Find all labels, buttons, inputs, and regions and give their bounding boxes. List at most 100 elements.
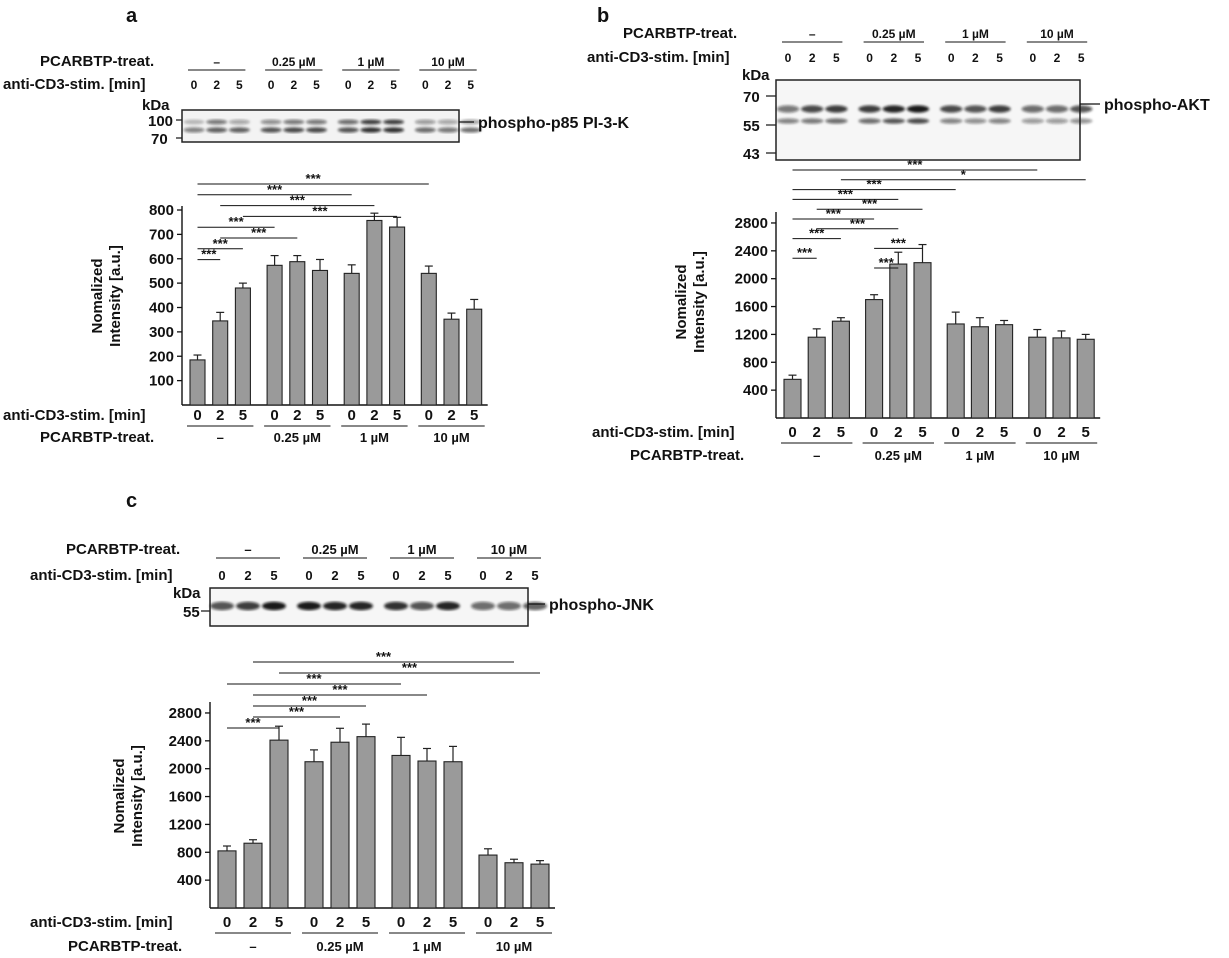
blot-group-label: 1 µM: [407, 542, 436, 557]
blot-lane-label: 5: [444, 568, 451, 583]
significance-label: ***: [251, 225, 267, 240]
bar: [243, 842, 263, 909]
y-tick-label: 1600: [169, 789, 202, 806]
significance-label: ***: [306, 671, 322, 686]
blot-lane-label: 2: [890, 51, 897, 65]
significance-label: ***: [289, 704, 305, 719]
panel-c-blot-stim-label: anti-CD3-stim. [min]: [30, 567, 173, 584]
x-tick-label: 5: [470, 407, 478, 424]
group-label: 0.25 µM: [875, 448, 922, 463]
panel-b-xaxis-stim-label: anti-CD3-stim. [min]: [592, 424, 735, 441]
blot-lane-label: 0: [1029, 51, 1036, 65]
bar: [311, 269, 329, 406]
bar: [831, 320, 850, 419]
y-tick-label: 2800: [169, 705, 202, 722]
panel-a-letter: a: [126, 5, 138, 27]
blot-band: [940, 118, 963, 124]
panel-b-marker-43: 43: [743, 146, 760, 163]
group-label: 10 µM: [433, 430, 469, 445]
x-tick-label: 0: [870, 424, 878, 441]
blot-group-label: 0.25 µM: [872, 27, 916, 41]
bar: [217, 850, 237, 909]
bar: [356, 736, 376, 909]
x-tick-label: 5: [536, 914, 544, 931]
blot-band: [882, 105, 905, 113]
panel-a-blot-header: –0.25 µM 1 µM 10 µM0 2 5 0 2 5 0 2 5 0 2 5: [188, 55, 477, 92]
significance-label: ***: [809, 226, 825, 241]
significance-label: ***: [907, 157, 923, 172]
blot-band: [906, 118, 930, 124]
bar: [1028, 336, 1047, 419]
blot-lane-label: 0: [218, 568, 225, 583]
significance-label: ***: [332, 682, 348, 697]
blot-band: [523, 601, 547, 611]
x-tick-label: 0: [270, 407, 278, 424]
panel-b-xaxis-treat-label: PCARBTP-treat.: [630, 447, 744, 464]
x-tick-label: 0: [397, 914, 405, 931]
blot-group-label: 0.25 µM: [272, 55, 316, 69]
bar: [420, 272, 437, 406]
panel-c-blot-treat-label: PCARBTP-treat.: [66, 541, 180, 558]
blot-group-label: 1 µM: [357, 55, 384, 69]
blot-band: [236, 601, 260, 611]
bar: [189, 359, 206, 406]
bar: [530, 863, 550, 909]
blot-lane-label: 2: [244, 568, 251, 583]
blot-lane-label: 2: [290, 78, 297, 92]
blot-band: [360, 119, 382, 125]
bar: [234, 287, 251, 406]
blot-band: [360, 127, 382, 133]
y-tick-label: 2400: [169, 733, 202, 750]
bar: [366, 219, 383, 406]
y-tick-label: 1200: [169, 816, 202, 833]
x-tick-label: 0: [484, 914, 492, 931]
y-tick-label: 2000: [169, 761, 202, 778]
blot-group-label: –: [213, 55, 220, 69]
significance-label: ***: [245, 715, 261, 730]
x-tick-label: 0: [348, 407, 356, 424]
blot-band: [497, 601, 521, 611]
blot-band: [801, 118, 824, 124]
panel-c-chart: 400 800 1200 1600 2000 2400 2800 0 2 5 0 2 5 0 2 5 0 2 5 – 0…: [169, 649, 555, 954]
group-label: –: [249, 939, 256, 954]
blot-band: [906, 105, 930, 113]
bar: [391, 754, 411, 909]
y-tick-label: 600: [149, 251, 174, 268]
y-tick-label: 100: [149, 373, 174, 390]
significance-label: ***: [838, 186, 854, 201]
blot-band: [262, 601, 286, 611]
bar: [970, 326, 989, 419]
panel-a-blot: [181, 109, 460, 143]
blot-band: [940, 105, 963, 113]
x-tick-label: 2: [370, 407, 378, 424]
panel-b-blot-stim-label: anti-CD3-stim. [min]: [587, 49, 730, 66]
bar: [269, 739, 289, 909]
group-label: –: [217, 430, 224, 445]
x-tick-label: 2: [336, 914, 344, 931]
blot-lane-label: 5: [236, 78, 243, 92]
significance-label: ***: [879, 255, 895, 270]
blot-band: [460, 127, 482, 133]
x-tick-label: 5: [837, 424, 845, 441]
blot-lane-label: 5: [357, 568, 364, 583]
bar: [478, 854, 498, 909]
blot-lane-label: 2: [972, 51, 979, 65]
blot-lane-label: 2: [505, 568, 512, 583]
bar: [443, 761, 463, 909]
blot-lane-label: 5: [467, 78, 474, 92]
blot-band: [283, 127, 305, 133]
y-tick-label: 1200: [735, 326, 768, 343]
blot-lane-label: 0: [422, 78, 429, 92]
blot-band: [964, 118, 987, 124]
blot-lane-label: 2: [368, 78, 375, 92]
group-label: 10 µM: [1043, 448, 1079, 463]
significance-label: ***: [302, 693, 318, 708]
blot-band: [306, 119, 327, 125]
significance-label: ***: [228, 214, 244, 229]
panel-a-blot-treat-label: PCARBTP-treat.: [40, 53, 154, 70]
x-tick-label: 5: [275, 914, 283, 931]
y-tick-label: 700: [149, 226, 174, 243]
x-tick-label: 2: [813, 424, 821, 441]
blot-group-label: 10 µM: [491, 542, 527, 557]
